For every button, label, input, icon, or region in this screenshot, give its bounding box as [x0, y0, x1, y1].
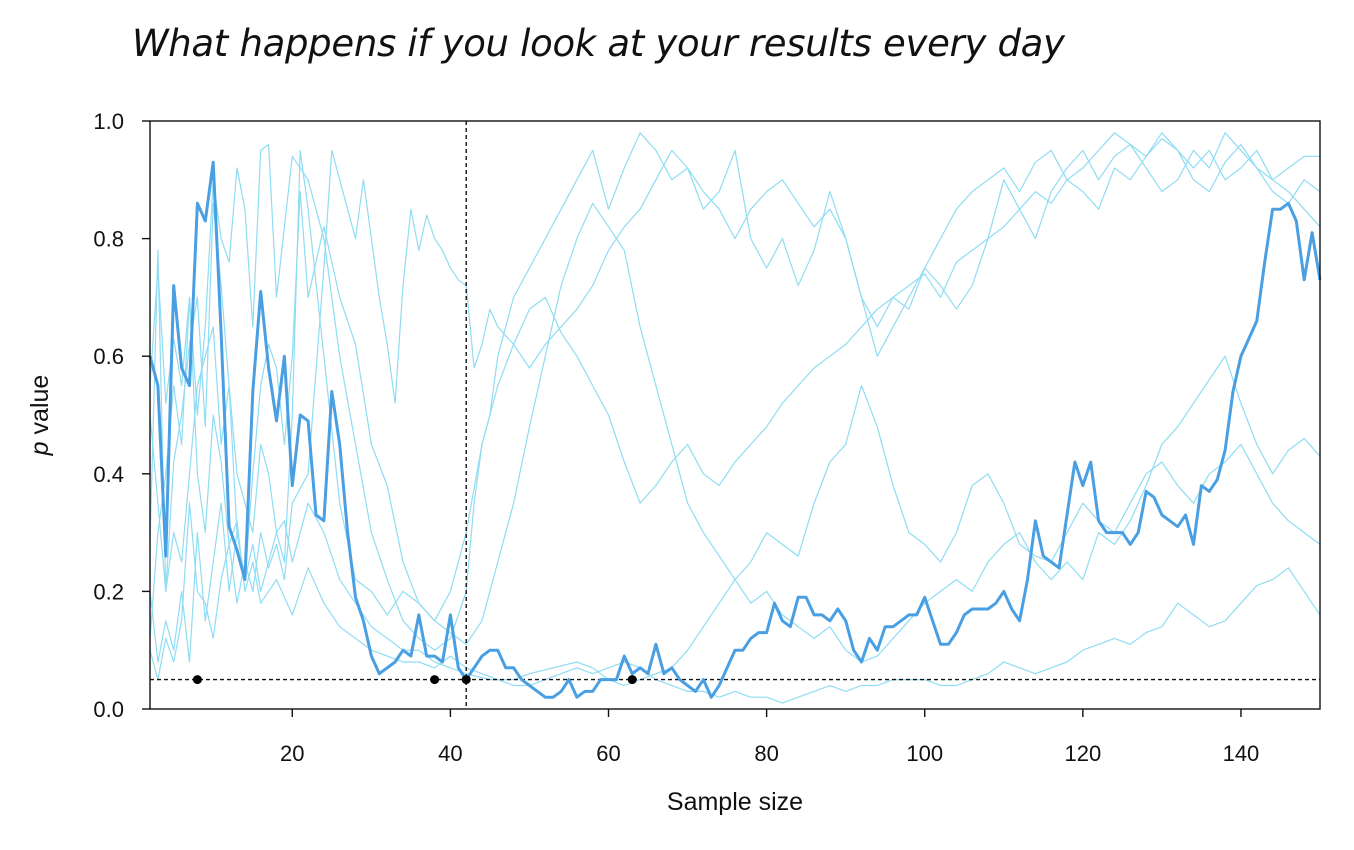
x-tick-label-40: 40	[438, 741, 462, 766]
x-tick-label-80: 80	[754, 741, 778, 766]
y-tick-label-1.0: 1.0	[93, 109, 124, 134]
axis-ticks-group: 20 40 60 80 100 120 140 0.0 0.2 0.4 0.6 0.8 1.0	[93, 109, 1259, 766]
stop-marker-1	[192, 675, 202, 685]
plot-frame	[149, 120, 1321, 710]
stop-markers-group	[192, 675, 637, 685]
background-series-line-6	[149, 132, 1321, 622]
y-axis-label-italic: p	[26, 441, 54, 456]
stop-marker-3	[461, 675, 471, 685]
highlight-series-group	[148, 160, 1322, 699]
background-series-line-4	[149, 191, 1321, 663]
x-tick-label-60: 60	[596, 741, 620, 766]
x-tick-label-120: 120	[1064, 741, 1101, 766]
background-series-line-2	[149, 267, 1321, 704]
background-series-line-1	[149, 202, 1321, 687]
stop-marker-4	[627, 675, 637, 685]
y-tick-label-0.8: 0.8	[93, 227, 124, 252]
y-axis-label: p value	[26, 375, 54, 457]
y-axis-label-rest: value	[26, 375, 54, 435]
reference-lines-group	[150, 121, 1320, 709]
background-series-line-5	[149, 132, 1320, 681]
y-tick-label-0.2: 0.2	[93, 579, 124, 604]
chart-title: What happens if you look at your results…	[132, 22, 1065, 65]
stop-marker-2	[430, 675, 440, 685]
y-tick-label-0.0: 0.0	[93, 697, 124, 722]
x-tick-label-140: 140	[1223, 741, 1260, 766]
x-tick-label-100: 100	[906, 741, 943, 766]
highlight-series-line	[148, 160, 1322, 699]
y-tick-label-0.6: 0.6	[93, 344, 124, 369]
x-axis-label: Sample size	[667, 788, 803, 816]
background-series-group	[149, 132, 1321, 704]
x-tick-label-20: 20	[280, 741, 304, 766]
background-series-line-3	[149, 132, 1321, 651]
y-tick-label-0.4: 0.4	[93, 462, 124, 487]
